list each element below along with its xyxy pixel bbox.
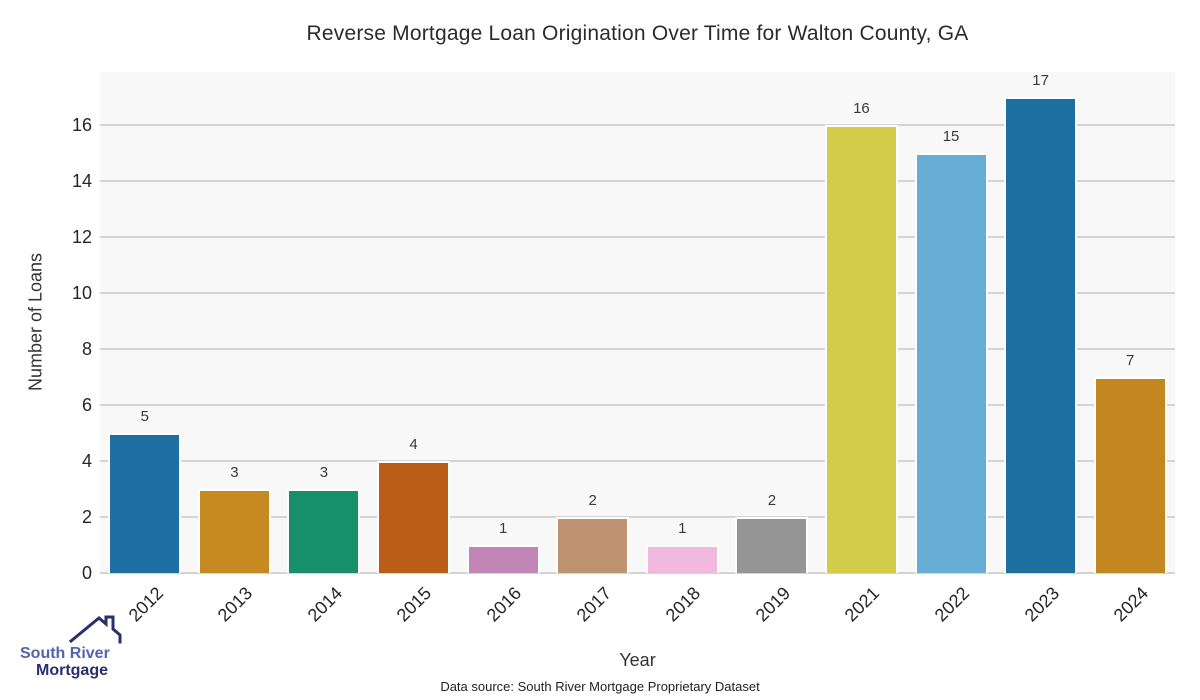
bar-2022	[914, 153, 988, 573]
bar-2024	[1093, 377, 1167, 573]
bar-value-label: 3	[230, 464, 239, 482]
gridline	[100, 236, 1175, 239]
bar-value-label: 17	[1032, 72, 1049, 90]
logo-text-line2: Mortgage	[36, 662, 108, 679]
bar-value-label: 4	[409, 436, 418, 454]
y-tick-label: 0	[81, 563, 92, 583]
bar-value-label: 3	[319, 464, 329, 482]
house-roof-icon	[68, 615, 122, 644]
y-tick-label: 8	[81, 339, 92, 360]
bar-2017	[556, 517, 630, 573]
gridline	[100, 516, 1175, 519]
bar-2016	[466, 545, 540, 573]
y-tick-label: 10	[71, 283, 92, 304]
y-tick-label: 16	[71, 115, 92, 136]
bar-value-label: 2	[767, 492, 777, 510]
bar-2012	[108, 433, 182, 573]
gridline	[100, 404, 1175, 407]
bar-value-label: 15	[942, 128, 960, 146]
bar-2018	[645, 545, 719, 573]
bar-2014	[287, 489, 361, 573]
y-tick-label: 2	[81, 507, 92, 528]
bar-2013	[197, 489, 271, 573]
bar-value-label: 1	[498, 520, 508, 538]
gridline	[100, 292, 1175, 295]
south-river-mortgage-logo: South River Mortgage	[20, 612, 150, 679]
gridline	[100, 180, 1175, 183]
bar-2021	[824, 125, 898, 573]
chart-title: Reverse Mortgage Loan Origination Over T…	[306, 22, 969, 45]
bar-2023	[1004, 97, 1078, 573]
bar-2015	[377, 461, 451, 573]
gridline	[100, 572, 1175, 574]
y-tick-label: 12	[71, 227, 92, 248]
gridline	[100, 460, 1175, 463]
y-tick-label: 14	[71, 171, 92, 192]
bar-2019	[735, 517, 809, 573]
logo-text-line1: South River	[20, 645, 110, 662]
bar-value-label: 1	[678, 520, 687, 538]
data-source-note: Data source: South River Mortgage Propri…	[440, 679, 760, 694]
gridline	[100, 124, 1175, 127]
bar-value-label: 7	[1126, 352, 1135, 370]
bar-value-label: 2	[588, 492, 597, 510]
y-tick-label: 4	[81, 451, 92, 472]
bar-value-label: 5	[140, 408, 149, 426]
x-axis-title: Year	[619, 650, 656, 670]
y-tick-label: 6	[81, 395, 92, 416]
gridline	[100, 348, 1175, 351]
bar-value-label: 16	[853, 100, 870, 118]
plot-area: 5 3 3 4 1 2 1 2 16 15 17 7	[100, 72, 1175, 574]
